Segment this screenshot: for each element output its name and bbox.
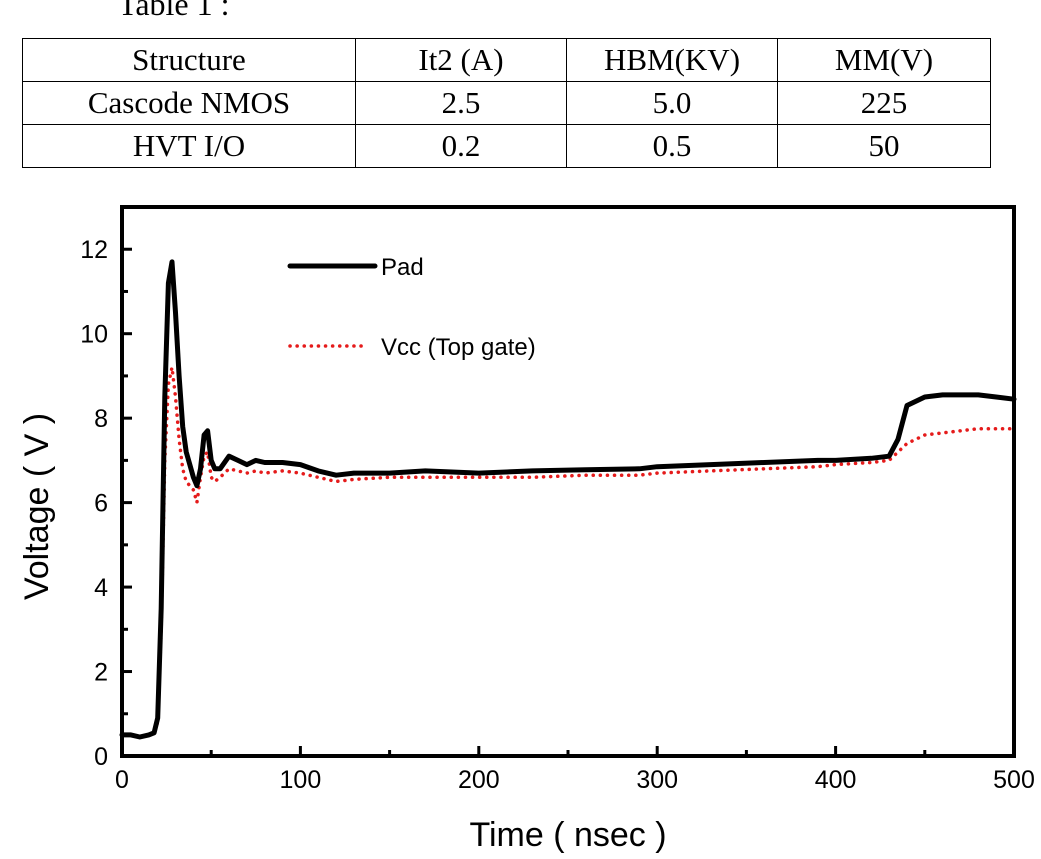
legend-label-pad: Pad	[381, 254, 424, 281]
results-table: Structure It2 (A) HBM(KV) MM(V) Cascode …	[22, 38, 991, 168]
table-cell: 0.5	[566, 124, 778, 168]
y-tick-label: 0	[94, 743, 108, 771]
x-tick-label: 200	[458, 766, 500, 794]
table-cell: Cascode NMOS	[22, 81, 356, 125]
legend-label-vcc: Vcc (Top gate)	[381, 334, 536, 361]
x-tick-label: 500	[993, 766, 1035, 794]
x-tick-label: 0	[115, 766, 129, 794]
chart-legend: Pad Vcc (Top gate)	[287, 254, 536, 361]
chart-series	[119, 259, 1017, 740]
x-tick-label: 400	[815, 766, 857, 794]
table-row: Cascode NMOS 2.5 5.0 225	[22, 81, 991, 125]
table-cell: 0.2	[355, 124, 567, 168]
y-axis-label: Voltage ( V )	[18, 413, 56, 600]
header-cell-it2: It2 (A)	[355, 38, 567, 82]
table-cell: 5.0	[566, 81, 778, 125]
y-tick-label: 2	[94, 659, 108, 687]
table-caption: Table 1 :	[118, 0, 230, 22]
table-cell: 50	[777, 124, 991, 168]
y-tick-label: 12	[80, 236, 108, 264]
axis-ticks: 0 100 200 300 400 500 0 2 4 6 8 10 12	[80, 236, 1035, 794]
y-tick-label: 10	[80, 321, 108, 349]
series-line-vcc	[120, 365, 1016, 739]
table-row: HVT I/O 0.2 0.5 50	[22, 124, 991, 168]
table-header-row: Structure It2 (A) HBM(KV) MM(V)	[22, 38, 991, 82]
plot-frame	[120, 205, 1016, 758]
header-cell-structure: Structure	[22, 38, 356, 82]
table-cell: HVT I/O	[22, 124, 356, 168]
y-tick-label: 8	[94, 405, 108, 433]
y-tick-label: 4	[94, 574, 108, 602]
table-cell: 225	[777, 81, 991, 125]
x-tick-label: 300	[636, 766, 678, 794]
x-axis-label: Time ( nsec )	[469, 816, 666, 854]
series-line-pad	[119, 259, 1017, 740]
header-cell-hbm: HBM(KV)	[566, 38, 778, 82]
x-tick-label: 100	[280, 766, 322, 794]
y-tick-label: 6	[94, 490, 108, 518]
